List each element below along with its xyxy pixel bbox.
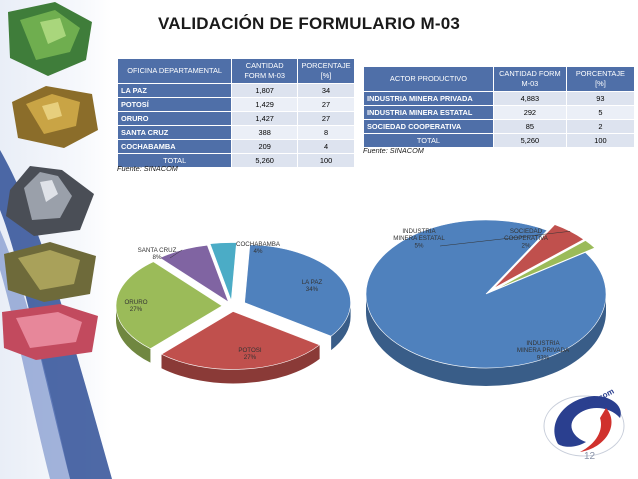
cantidad-cell: 85 bbox=[492, 118, 567, 134]
total-label: TOTAL bbox=[116, 152, 233, 168]
total-porcentaje-cell: 100 bbox=[565, 132, 636, 148]
column-header: ACTOR PRODUCTIVO bbox=[363, 66, 494, 92]
pie-slice-label: INDUSTRIA MINERA ESTATAL bbox=[393, 228, 445, 242]
table-row: POTOSÍ 1,429 27 bbox=[116, 96, 355, 112]
row-label: INDUSTRIA MINERA PRIVADA bbox=[363, 90, 494, 106]
pie-slice bbox=[160, 311, 321, 370]
pie-slice bbox=[209, 242, 237, 301]
pie-slice bbox=[115, 261, 223, 350]
table-total-row: TOTAL 5,260 100 bbox=[363, 132, 636, 148]
pie-slice-label: COCHABAMBA bbox=[236, 241, 281, 248]
table-row: SOCIEDAD COOPERATIVA 85 2 bbox=[363, 118, 636, 134]
cantidad-cell: 1,807 bbox=[231, 82, 299, 98]
pie-slice-side bbox=[116, 305, 151, 363]
page-number: 12 bbox=[584, 451, 596, 462]
cantidad-cell: 1,429 bbox=[231, 96, 299, 112]
column-header: CANTIDAD FORM M-03 bbox=[492, 66, 567, 92]
pie-leader-line bbox=[169, 249, 183, 259]
pink-mineral-image bbox=[2, 304, 98, 360]
table-header-row: ACTOR PRODUCTIVO CANTIDAD FORM M-03 PORC… bbox=[363, 66, 636, 92]
pie-slice-pct: 8% bbox=[153, 254, 162, 261]
pie-leader-line bbox=[439, 231, 571, 247]
silver-crystal-image bbox=[6, 166, 94, 236]
porcentaje-cell: 27 bbox=[297, 96, 355, 112]
pie-slice-pct: 27% bbox=[244, 354, 257, 361]
pie-slice-side bbox=[161, 344, 320, 384]
pie-slice-side bbox=[366, 294, 606, 386]
pie-slice-side bbox=[331, 302, 351, 351]
pie-slice-pct: 34% bbox=[306, 286, 319, 293]
column-header: OFICINA DEPARTAMENTAL bbox=[116, 58, 233, 84]
pie-slice-label: INDUSTRIA MINERA PRIVADA bbox=[517, 340, 570, 354]
total-cantidad-cell: 5,260 bbox=[231, 152, 299, 168]
porcentaje-cell: 8 bbox=[297, 124, 355, 140]
column-header: CANTIDAD FORM M-03 bbox=[231, 58, 299, 84]
pie-slice-pct: 5% bbox=[415, 242, 424, 249]
pie-slice-pct: 2% bbox=[522, 242, 531, 249]
source-note: Fuente: SINACOM bbox=[117, 164, 178, 173]
sinacom-logo: sinacom bbox=[543, 387, 625, 457]
porcentaje-cell: 5 bbox=[565, 104, 636, 120]
pie-slice-pct: 4% bbox=[254, 248, 263, 255]
row-label: INDUSTRIA MINERA ESTATAL bbox=[363, 104, 494, 120]
pie-slice-label: SOCIEDAD COOPERATIVA bbox=[504, 228, 549, 242]
pie-slice-label: ORURO bbox=[124, 299, 147, 306]
porcentaje-cell: 27 bbox=[297, 110, 355, 126]
left-decoration-strip bbox=[0, 0, 112, 479]
cantidad-cell: 292 bbox=[492, 104, 567, 120]
pie-slice-pct: 93% bbox=[537, 354, 550, 361]
table-total-row: TOTAL 5,260 100 bbox=[116, 152, 355, 168]
column-header: PORCENTAJE [%] bbox=[297, 58, 355, 84]
pie-slice bbox=[495, 240, 596, 290]
column-header: PORCENTAJE [%] bbox=[565, 66, 636, 92]
pie-slice-label: LA PAZ bbox=[302, 279, 323, 286]
pyrite-mineral-image bbox=[4, 242, 96, 302]
row-label: SOCIEDAD COOPERATIVA bbox=[363, 118, 494, 134]
pie-slice bbox=[365, 219, 607, 369]
total-label: TOTAL bbox=[363, 132, 494, 148]
cantidad-cell: 4,883 bbox=[492, 90, 567, 106]
porcentaje-cell: 34 bbox=[297, 82, 355, 98]
oficinas-table: OFICINA DEPARTAMENTAL CANTIDAD FORM M-03… bbox=[116, 58, 355, 168]
table-row: LA PAZ 1,807 34 bbox=[116, 82, 355, 98]
porcentaje-cell: 93 bbox=[565, 90, 636, 106]
cantidad-cell: 388 bbox=[231, 124, 299, 140]
table-row: ORURO 1,427 27 bbox=[116, 110, 355, 126]
green-mineral-image bbox=[8, 2, 92, 76]
gold-mineral-image bbox=[12, 86, 98, 148]
cantidad-cell: 1,427 bbox=[231, 110, 299, 126]
row-label: ORURO bbox=[116, 110, 233, 126]
porcentaje-cell: 4 bbox=[297, 138, 355, 154]
row-label: LA PAZ bbox=[116, 82, 233, 98]
table-row: COCHABAMBA 209 4 bbox=[116, 138, 355, 154]
row-label: POTOSÍ bbox=[116, 96, 233, 112]
pie-slice bbox=[244, 244, 351, 337]
porcentaje-cell: 2 bbox=[565, 118, 636, 134]
table-row: INDUSTRIA MINERA PRIVADA 4,883 93 bbox=[363, 90, 636, 106]
cantidad-cell: 209 bbox=[231, 138, 299, 154]
total-cantidad-cell: 5,260 bbox=[492, 132, 567, 148]
table-header-row: OFICINA DEPARTAMENTAL CANTIDAD FORM M-03… bbox=[116, 58, 355, 84]
pie-slice bbox=[159, 244, 230, 303]
source-note: Fuente: SINACOM bbox=[363, 146, 424, 155]
pie-slice-label: POTOSI bbox=[238, 347, 262, 354]
row-label: COCHABAMBA bbox=[116, 138, 233, 154]
actores-table: ACTOR PRODUCTIVO CANTIDAD FORM M-03 PORC… bbox=[363, 66, 636, 148]
slide-title: VALIDACIÓN DE FORMULARIO M-03 bbox=[158, 14, 461, 33]
total-porcentaje-cell: 100 bbox=[297, 152, 355, 168]
row-label: SANTA CRUZ bbox=[116, 124, 233, 140]
pie-slice-label: SANTA CRUZ bbox=[138, 247, 177, 254]
table-row: SANTA CRUZ 388 8 bbox=[116, 124, 355, 140]
table-row: INDUSTRIA MINERA ESTATAL 292 5 bbox=[363, 104, 636, 120]
pie-slice-pct: 27% bbox=[130, 306, 143, 313]
